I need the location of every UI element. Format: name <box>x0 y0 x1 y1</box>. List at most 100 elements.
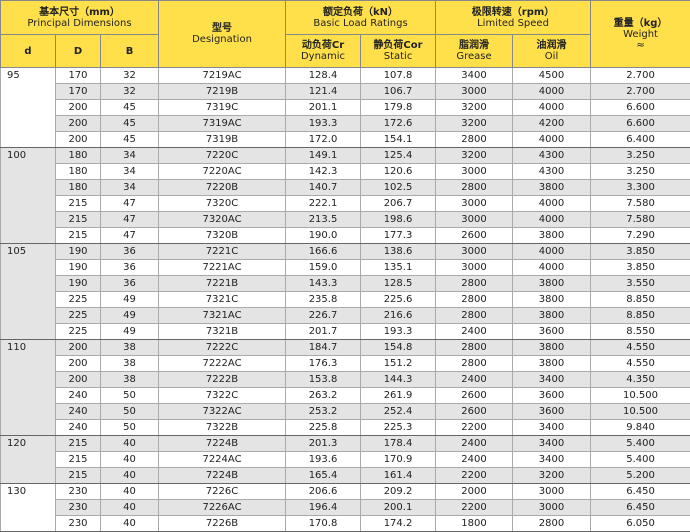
weight: 10.500 <box>591 404 690 420</box>
dynamic-load: 172.0 <box>286 132 361 148</box>
static-load: 170.9 <box>361 452 436 468</box>
weight: 4.550 <box>591 340 690 356</box>
oil-speed: 4000 <box>513 196 591 212</box>
designation: 7224B <box>159 436 286 452</box>
label: Dynamic <box>301 51 345 62</box>
width: 40 <box>101 436 159 452</box>
static-load: 200.1 <box>361 500 436 516</box>
width: 50 <box>101 388 159 404</box>
width: 34 <box>101 164 159 180</box>
outer-diameter: 180 <box>56 180 101 196</box>
weight: 9.840 <box>591 420 690 436</box>
grease-speed: 2200 <box>436 468 513 484</box>
designation: 7321B <box>159 324 286 340</box>
dynamic-load: 176.3 <box>286 356 361 372</box>
designation: 7320AC <box>159 212 286 228</box>
dims-header: 基本尺寸（mm）Principal Dimensions <box>1 1 159 35</box>
grease-speed: 3000 <box>436 164 513 180</box>
dynamic-load: 184.7 <box>286 340 361 356</box>
oil-speed: 3000 <box>513 484 591 500</box>
designation: 7224B <box>159 468 286 484</box>
static-load: 178.4 <box>361 436 436 452</box>
dynamic-load: 235.8 <box>286 292 361 308</box>
weight: 8.550 <box>591 324 690 340</box>
width: 36 <box>101 260 159 276</box>
grease-speed: 2800 <box>436 132 513 148</box>
weight: 8.850 <box>591 292 690 308</box>
dynamic-load: 263.2 <box>286 388 361 404</box>
weight: 5.400 <box>591 452 690 468</box>
bore-cell: 110 <box>1 340 56 436</box>
designation: 7322AC <box>159 404 286 420</box>
designation: 7319C <box>159 100 286 116</box>
outer-diameter: 200 <box>56 372 101 388</box>
B-header: B <box>101 35 159 68</box>
dynamic-load: 121.4 <box>286 84 361 100</box>
designation: 7224AC <box>159 452 286 468</box>
outer-diameter: 215 <box>56 436 101 452</box>
grease-speed: 1800 <box>436 516 513 532</box>
oil-speed: 4200 <box>513 116 591 132</box>
dynamic-load: 196.4 <box>286 500 361 516</box>
static-load: 261.9 <box>361 388 436 404</box>
designation: 7226C <box>159 484 286 500</box>
outer-diameter: 240 <box>56 420 101 436</box>
designation: 7320C <box>159 196 286 212</box>
grease-speed: 2200 <box>436 500 513 516</box>
static-load: 193.3 <box>361 324 436 340</box>
width: 38 <box>101 340 159 356</box>
grease-speed: 2600 <box>436 404 513 420</box>
dynamic-load: 166.6 <box>286 244 361 260</box>
grease-speed: 2400 <box>436 324 513 340</box>
static-load: 252.4 <box>361 404 436 420</box>
designation: 7220C <box>159 148 286 164</box>
weight: 3.250 <box>591 164 690 180</box>
grease-speed: 2800 <box>436 180 513 196</box>
outer-diameter: 240 <box>56 388 101 404</box>
oil-speed: 3400 <box>513 436 591 452</box>
static-load: 225.3 <box>361 420 436 436</box>
dynamic-load: 190.0 <box>286 228 361 244</box>
weight: 3.550 <box>591 276 690 292</box>
label: Basic Load Ratings <box>313 18 407 29</box>
width: 45 <box>101 116 159 132</box>
oil-speed: 3400 <box>513 420 591 436</box>
static-load: 172.6 <box>361 116 436 132</box>
dynamic-load: 193.3 <box>286 116 361 132</box>
weight: 6.600 <box>591 116 690 132</box>
designation: 7321C <box>159 292 286 308</box>
dynamic-load: 193.6 <box>286 452 361 468</box>
static-load: 125.4 <box>361 148 436 164</box>
label: 油润滑 <box>537 40 567 51</box>
static-load: 144.3 <box>361 372 436 388</box>
outer-diameter: 225 <box>56 308 101 324</box>
weight: 10.500 <box>591 388 690 404</box>
width: 49 <box>101 324 159 340</box>
oil-speed: 3800 <box>513 180 591 196</box>
static-load: 107.8 <box>361 68 436 84</box>
dynamic-load: 143.3 <box>286 276 361 292</box>
designation: 7321AC <box>159 308 286 324</box>
grease-speed: 3400 <box>436 68 513 84</box>
static-load: 135.1 <box>361 260 436 276</box>
width: 49 <box>101 308 159 324</box>
oil-speed: 3800 <box>513 276 591 292</box>
bore-cell: 130 <box>1 484 56 532</box>
static-load: 151.2 <box>361 356 436 372</box>
label: Grease <box>456 51 491 62</box>
width: 49 <box>101 292 159 308</box>
label: Principal Dimensions <box>27 18 131 29</box>
oil-speed: 4000 <box>513 260 591 276</box>
outer-diameter: 180 <box>56 164 101 180</box>
width: 40 <box>101 484 159 500</box>
static-load: 206.7 <box>361 196 436 212</box>
